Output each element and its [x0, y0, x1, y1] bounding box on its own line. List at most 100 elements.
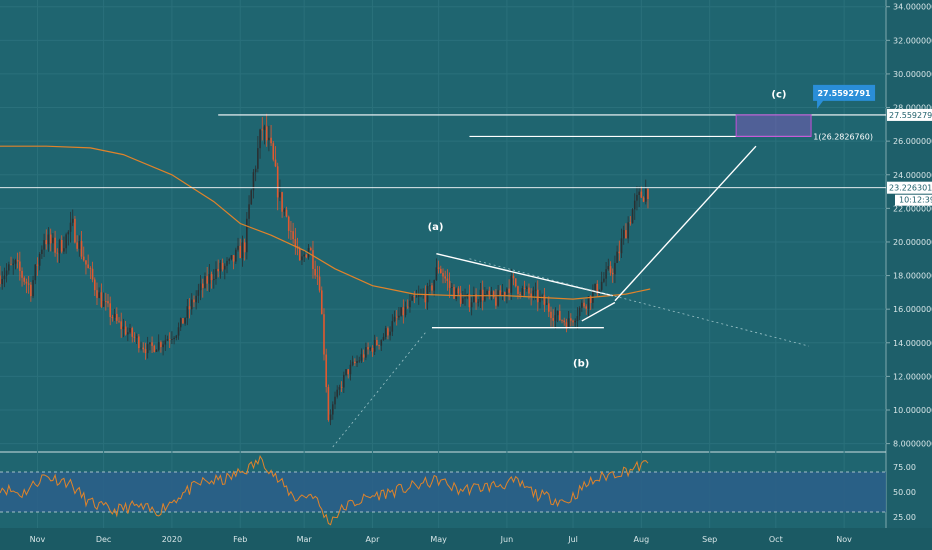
target-zone-box[interactable]: [735, 114, 812, 137]
candle-body: [140, 347, 142, 349]
candle-body: [376, 340, 378, 346]
candle-body: [230, 255, 233, 259]
candle-body: [164, 340, 167, 345]
rsi-line: [0, 454, 649, 526]
candle-body: [340, 386, 343, 388]
rsi-tick-label: 50.00: [893, 488, 916, 497]
time-tick-label: Jul: [567, 535, 578, 544]
candle-body: [627, 222, 629, 239]
candle-body: [409, 300, 411, 308]
candle-body: [369, 347, 372, 350]
candle-body: [252, 172, 255, 191]
candle-body: [636, 194, 638, 201]
candle-body: [581, 302, 583, 308]
candle-body: [195, 295, 197, 303]
candle-body: [365, 347, 367, 358]
candle-body: [133, 336, 136, 338]
price-tick-label: 18.0000000: [893, 272, 932, 281]
candle-body: [424, 293, 427, 303]
candle-body: [241, 242, 244, 259]
candle-body: [166, 339, 169, 341]
candle-body: [279, 192, 281, 198]
candle-body: [235, 249, 237, 262]
candle-body: [486, 290, 488, 295]
candle-body: [199, 283, 202, 291]
candle-body: [268, 137, 270, 141]
candle-body: [519, 294, 521, 296]
candle-body: [640, 191, 643, 198]
trendline[interactable]: [581, 301, 616, 322]
candle-body: [404, 306, 407, 316]
candle-body: [138, 336, 140, 349]
candle-body: [439, 268, 442, 274]
candle-body: [644, 188, 647, 202]
candle-body: [45, 240, 48, 245]
candle-body: [475, 294, 477, 303]
candle-body: [360, 354, 363, 361]
candle-body: [578, 307, 581, 317]
candle-body: [398, 315, 400, 318]
candle-body: [530, 293, 532, 297]
candle-body: [122, 326, 125, 330]
candle-body: [27, 283, 30, 285]
candle-body: [193, 299, 195, 303]
candle-body: [41, 249, 43, 255]
candle-body: [100, 292, 103, 307]
candle-body: [647, 188, 649, 199]
candle-body: [298, 248, 301, 261]
time-tick-label: 2020: [162, 535, 182, 544]
target-price-tag: [887, 108, 932, 121]
candle-body: [190, 299, 193, 310]
wave-label: (c): [771, 89, 786, 100]
candle-body: [406, 306, 409, 308]
candle-body: [336, 389, 339, 397]
candle-body: [380, 340, 383, 346]
candle-body: [435, 267, 438, 281]
candle-body: [477, 301, 480, 303]
candle-body: [246, 218, 248, 253]
candle-body: [127, 332, 129, 335]
candle-body: [620, 238, 623, 254]
candle-body: [67, 231, 70, 235]
candle-body: [563, 320, 566, 323]
target-callout[interactable]: [813, 84, 876, 109]
candle-body: [226, 260, 228, 266]
candle-body: [607, 266, 610, 270]
candle-body: [556, 310, 559, 316]
candle-body: [107, 301, 109, 304]
candle-body: [393, 316, 396, 322]
price-tick-label: 16.0000000: [893, 305, 932, 314]
candle-body: [633, 200, 636, 210]
candle-body: [224, 265, 226, 270]
time-axis-bar: [0, 528, 932, 550]
candle-body: [462, 298, 464, 304]
candle-body: [52, 237, 54, 244]
candle-body: [19, 261, 21, 271]
candle-body: [347, 369, 350, 375]
candle-body: [402, 307, 405, 316]
candle-body: [177, 327, 180, 336]
trendline[interactable]: [436, 253, 613, 297]
candle-body: [23, 277, 26, 282]
candle-body: [446, 278, 449, 281]
candle-body: [358, 360, 361, 362]
candle-body: [629, 222, 632, 224]
candle-body: [58, 240, 61, 254]
candle-body: [514, 278, 517, 287]
candle-body: [499, 290, 502, 296]
candle-body: [212, 278, 215, 281]
candle-body: [473, 294, 475, 303]
price-tick-label: 28.0000000: [893, 104, 932, 113]
candle-body: [497, 290, 499, 306]
moving-average-line: [0, 145, 651, 300]
candle-body: [528, 287, 530, 294]
candle-body: [596, 283, 599, 294]
candle-body: [74, 218, 76, 243]
time-tick-label: Nov: [836, 535, 852, 544]
candle-body: [276, 166, 279, 198]
candle-body: [210, 274, 213, 281]
candle-body: [534, 289, 537, 291]
trendline[interactable]: [614, 145, 757, 302]
candle-body: [323, 314, 325, 355]
